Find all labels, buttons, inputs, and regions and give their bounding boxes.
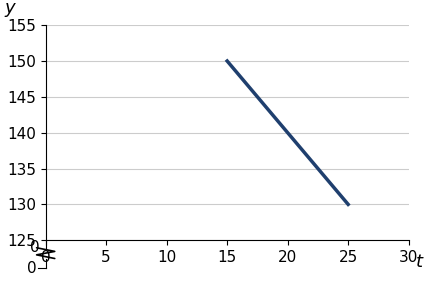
Text: 0: 0 xyxy=(27,261,37,276)
X-axis label: t: t xyxy=(416,253,423,271)
Text: 0: 0 xyxy=(30,240,40,255)
Y-axis label: y: y xyxy=(4,0,14,17)
